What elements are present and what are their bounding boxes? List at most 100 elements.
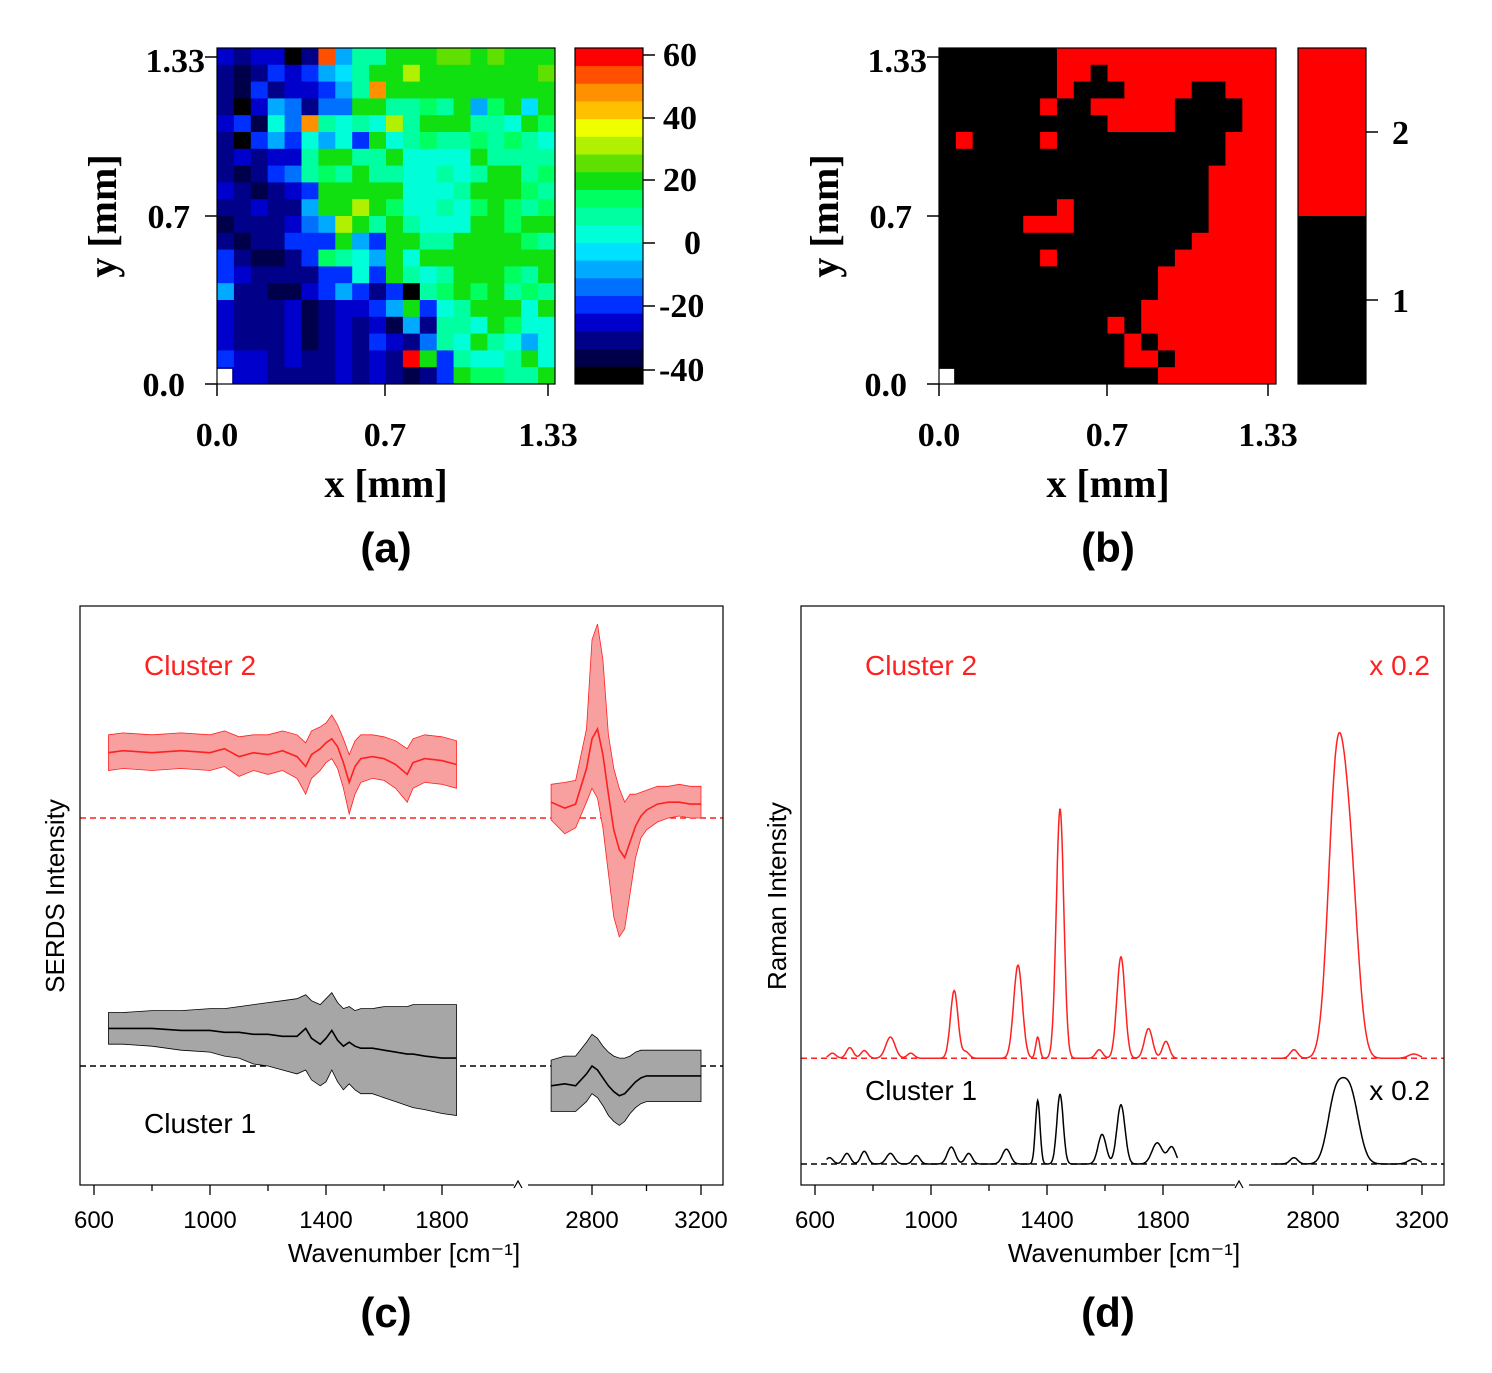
heatmap-cell xyxy=(233,300,252,318)
heatmap-cell xyxy=(453,132,471,150)
heatmap-cell xyxy=(487,48,505,66)
panel-a-colorbar-tick-3: 0 xyxy=(684,225,701,262)
heatmap-cell xyxy=(386,350,404,368)
cluster-cell xyxy=(1242,232,1260,250)
cluster-cell xyxy=(1174,64,1193,82)
heatmap-cell xyxy=(369,316,387,334)
heatmap-cell xyxy=(538,249,556,267)
heatmap-cell xyxy=(267,148,285,166)
heatmap-cell xyxy=(284,333,302,351)
cluster-cell xyxy=(1225,333,1243,351)
heatmap-cell xyxy=(335,333,353,351)
cluster-cell xyxy=(1056,182,1075,200)
heatmap-cell xyxy=(402,316,421,334)
cluster-2-seg0-band xyxy=(108,714,457,816)
cluster-cell xyxy=(1040,350,1058,368)
cluster-cell xyxy=(1208,165,1226,183)
heatmap-cell xyxy=(538,367,556,385)
panel-b-y-axis-ticks xyxy=(927,56,939,385)
heatmap-cell xyxy=(470,132,488,150)
heatmap-cell xyxy=(284,216,302,234)
cluster-cell xyxy=(1107,316,1125,334)
cluster-cell xyxy=(1191,165,1209,183)
x-tick-label: 600 xyxy=(74,1207,114,1234)
heatmap-cell xyxy=(521,115,539,133)
heatmap-cell xyxy=(504,283,522,301)
heatmap-cell xyxy=(402,216,421,234)
cluster-cell xyxy=(1158,367,1176,385)
cluster-cell xyxy=(939,148,957,166)
heatmap-cell xyxy=(250,232,269,250)
heatmap-cell xyxy=(284,81,302,99)
heatmap-cell xyxy=(436,148,454,166)
cluster-cell xyxy=(1242,98,1260,116)
cluster-cell xyxy=(955,199,974,217)
cluster-cell xyxy=(1023,300,1041,318)
heatmap-cell xyxy=(436,350,454,368)
cluster-cell xyxy=(1259,148,1277,166)
cluster-cell xyxy=(1158,249,1176,267)
heatmap-cell xyxy=(318,316,336,334)
cluster-cell xyxy=(1225,182,1243,200)
heatmap-cell xyxy=(217,232,235,250)
heatmap-cell xyxy=(470,216,488,234)
cluster-cell xyxy=(1056,316,1075,334)
heatmap-cell xyxy=(402,283,421,301)
heatmap-cell xyxy=(369,283,387,301)
cluster-cell xyxy=(1006,98,1024,116)
heatmap-cell xyxy=(504,81,522,99)
heatmap-cell xyxy=(402,64,421,82)
cluster-cell xyxy=(1040,165,1058,183)
heatmap-cell xyxy=(419,182,438,200)
heatmap-cell xyxy=(386,64,404,82)
cluster-cell xyxy=(989,216,1007,234)
cluster-cell xyxy=(1208,316,1226,334)
heatmap-cell xyxy=(233,199,252,217)
cluster-cell xyxy=(1141,98,1159,116)
colorbar-segment-cluster-1 xyxy=(1298,216,1366,384)
colorbar-segment xyxy=(575,189,643,208)
heatmap-cell xyxy=(301,148,319,166)
heatmap-cell xyxy=(267,216,285,234)
cluster-cell xyxy=(1259,333,1277,351)
cluster-cell xyxy=(1124,98,1142,116)
heatmap-cell xyxy=(419,81,438,99)
heatmap-cell xyxy=(521,350,539,368)
cluster-cell xyxy=(1242,81,1260,99)
cluster-cell xyxy=(1056,64,1075,82)
cluster-cell xyxy=(1040,48,1058,66)
heatmap-cell xyxy=(217,300,235,318)
cluster-cell xyxy=(1242,367,1260,385)
heatmap-cell xyxy=(352,165,370,183)
heatmap-cell xyxy=(335,232,353,250)
cluster-cell xyxy=(1006,216,1024,234)
heatmap-cell xyxy=(521,64,539,82)
heatmap-cell xyxy=(335,249,353,267)
cluster-cell xyxy=(1208,266,1226,284)
heatmap-cell xyxy=(267,367,285,385)
heatmap-cell xyxy=(436,64,454,82)
cluster-cell xyxy=(1174,216,1193,234)
cluster-cell xyxy=(1006,199,1024,217)
heatmap-cell xyxy=(284,64,302,82)
cluster-cell xyxy=(989,64,1007,82)
heatmap-cell xyxy=(470,98,488,116)
heatmap-cell xyxy=(453,81,471,99)
cluster-cell xyxy=(989,249,1007,267)
cluster-cell xyxy=(1208,350,1226,368)
panel-c-spectra xyxy=(80,623,723,1126)
cluster-cell xyxy=(1208,249,1226,267)
cluster-cell xyxy=(955,249,974,267)
colorbar-segment xyxy=(575,207,643,226)
panel-d-cluster-2-scale-label: x 0.2 xyxy=(1369,650,1430,681)
heatmap-cell xyxy=(284,132,302,150)
panel-d-cluster-1-scale-label: x 0.2 xyxy=(1369,1075,1430,1106)
heatmap-cell xyxy=(402,165,421,183)
panel-b-colorbar xyxy=(1298,48,1366,384)
cluster-cell xyxy=(1158,350,1176,368)
panel-b-cluster-map-cells xyxy=(939,48,1277,385)
heatmap-cell xyxy=(402,132,421,150)
axis-break-mark xyxy=(513,1179,523,1189)
heatmap-cell xyxy=(352,132,370,150)
heatmap-cell xyxy=(335,266,353,284)
